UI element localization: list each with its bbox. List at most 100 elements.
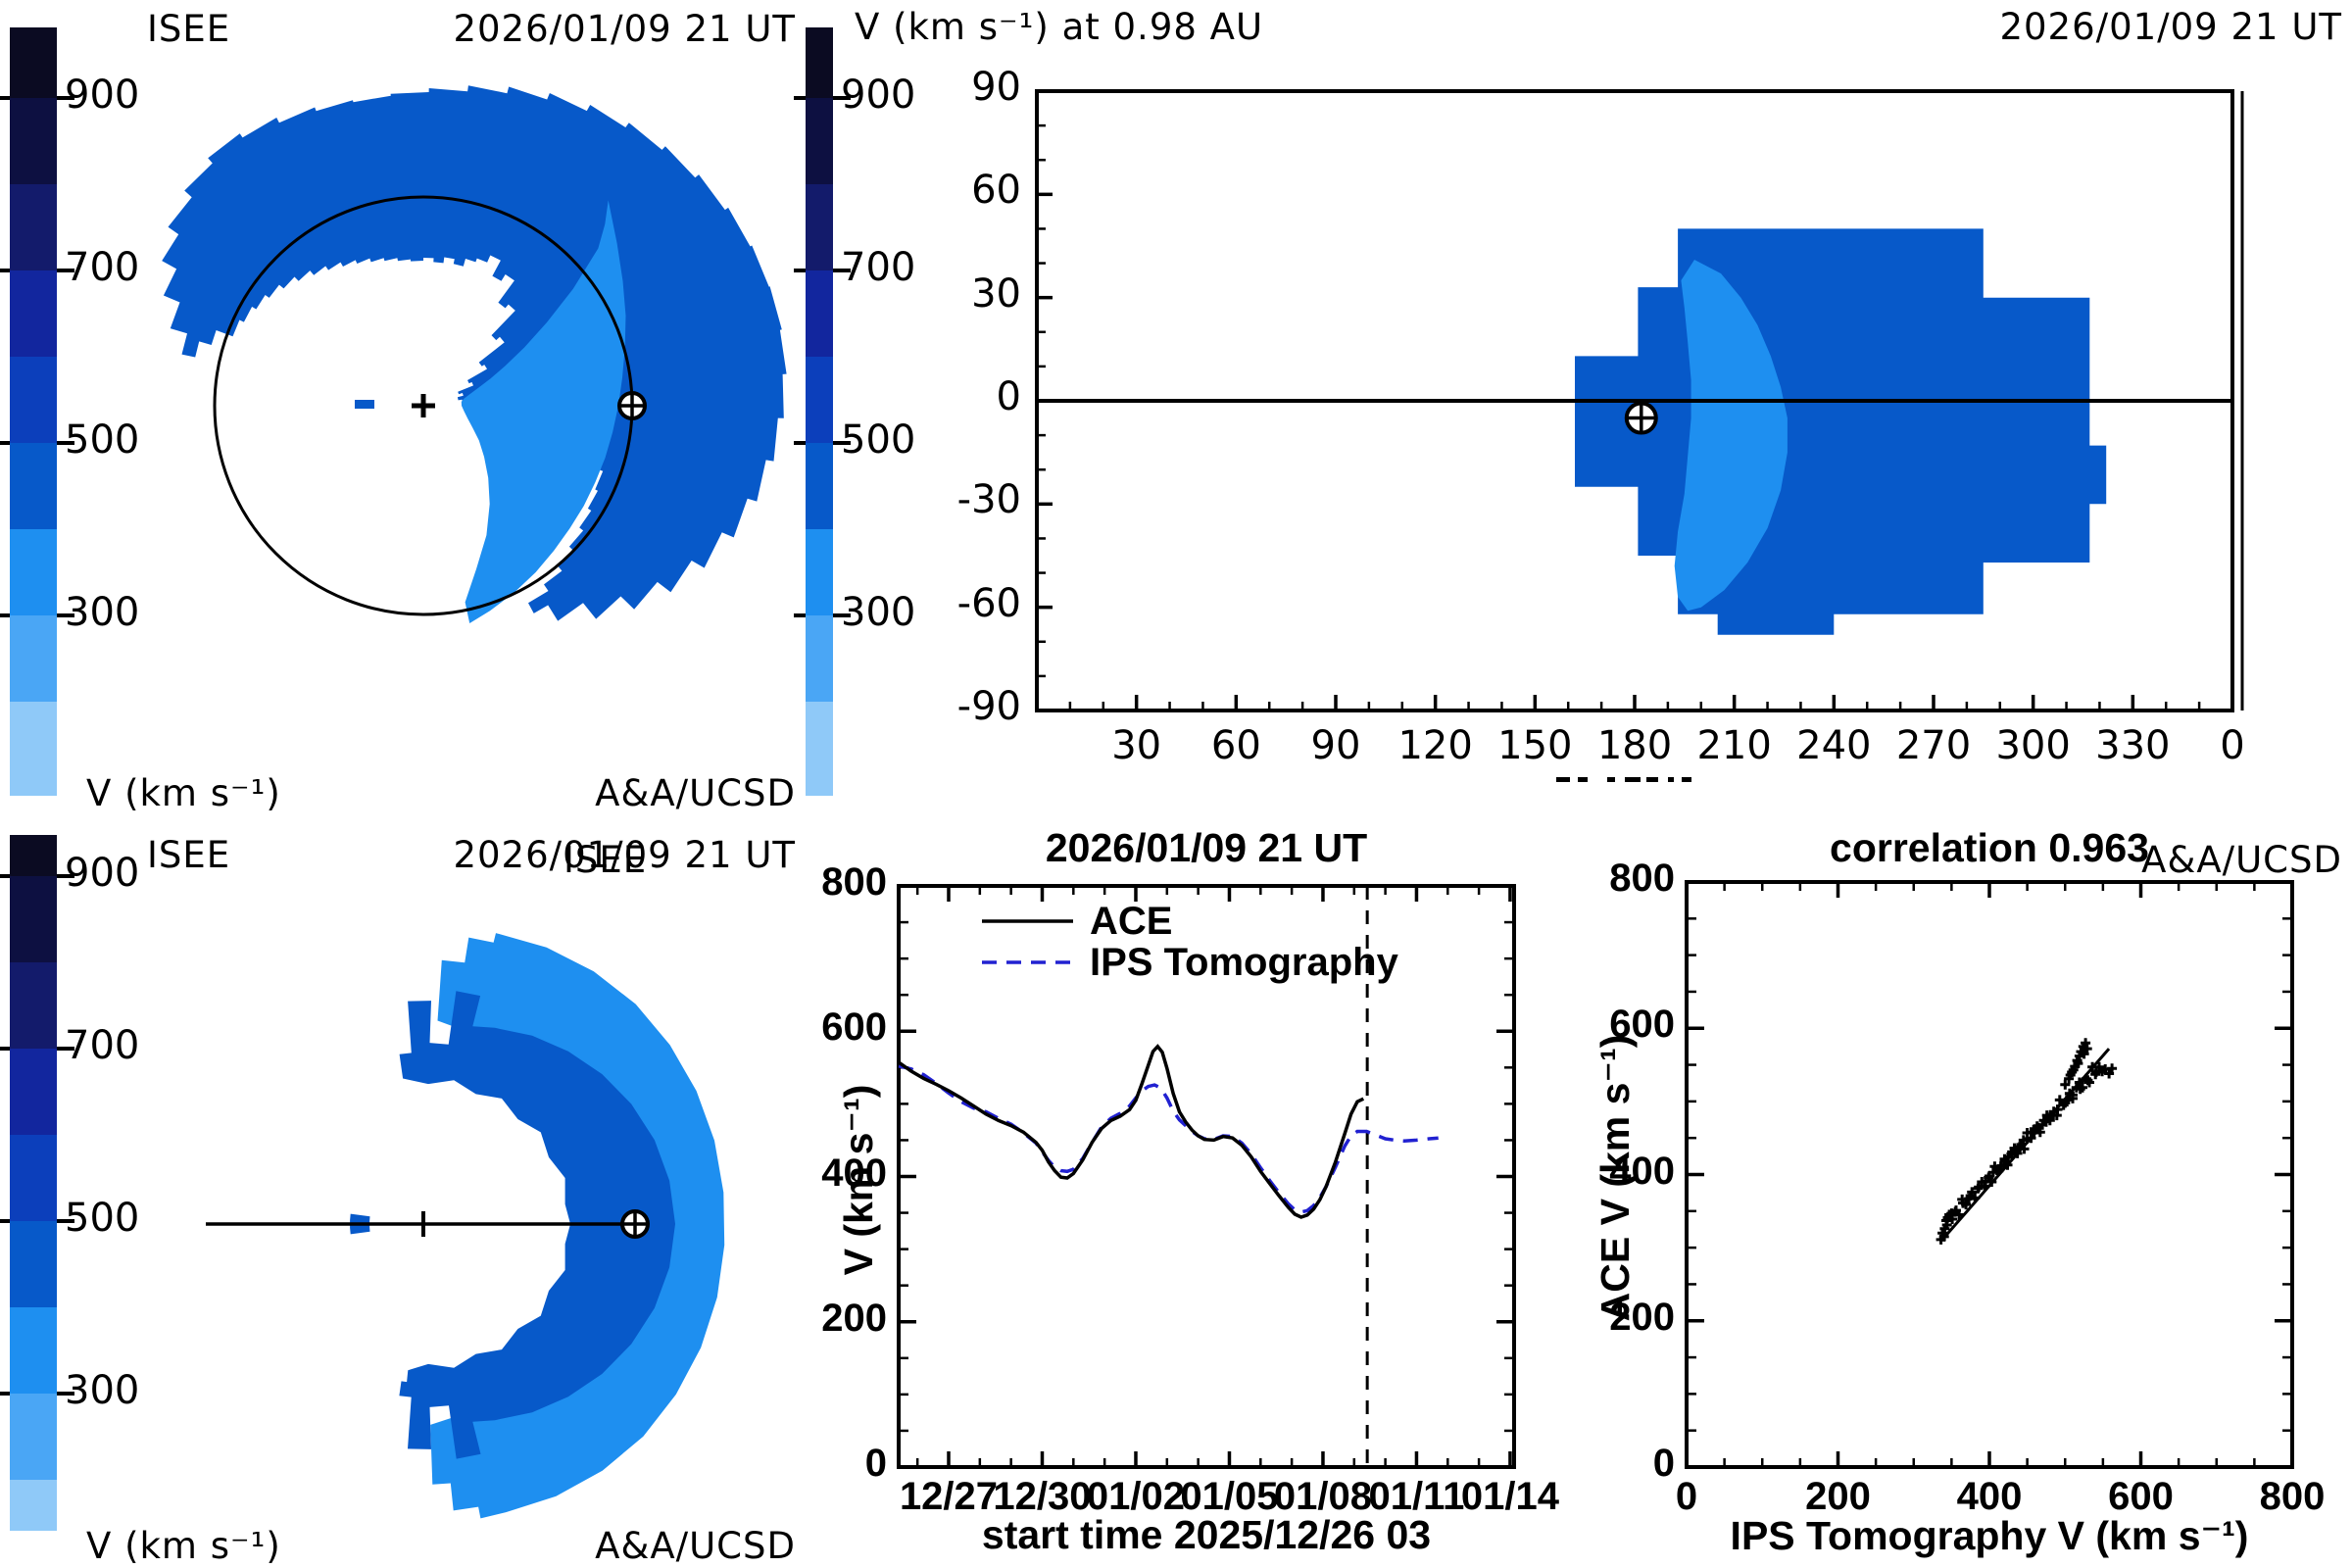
bl-header-isee: ISEE	[147, 834, 231, 876]
tr-x-tick-label: 330	[2095, 723, 2171, 768]
bl-colorbar-tick-label: 300	[65, 1368, 140, 1413]
tr-y-tick-label: 90	[971, 65, 1021, 110]
bl-colorbar-tick-label: 900	[65, 851, 140, 896]
bm-y-tick-label: 800	[821, 860, 887, 904]
tr-x-tick-label: 210	[1696, 723, 1772, 768]
bm-legend-ace-label: ACE	[1090, 900, 1173, 943]
bm-y-tick-label: 0	[864, 1442, 887, 1485]
tr-y-tick-label: 0	[996, 374, 1021, 419]
tl-footer-credit: A&A/UCSD	[595, 772, 796, 814]
tr-cropped-text-artifact	[1682, 777, 1691, 782]
tr-y-tick-label: -90	[956, 684, 1021, 729]
tr-cropped-text-artifact	[1607, 777, 1615, 782]
tl-footer-vunits: V (km s⁻¹)	[86, 772, 281, 814]
tr-cropped-text-artifact	[1625, 777, 1641, 782]
tl-colorbar-segment	[10, 702, 57, 796]
tr-colorbar-tick-label: 300	[841, 590, 916, 635]
bl-colorbar-segment	[10, 876, 57, 962]
br-y-tick-label: 800	[1609, 857, 1675, 900]
tr-colorbar-segment	[806, 443, 833, 529]
br-x-tick-label: 400	[1956, 1475, 2023, 1518]
bl-colorbar-tick-label: 500	[65, 1196, 140, 1241]
bm-y-tick-label: 600	[821, 1005, 887, 1050]
tr-colorbar-segment	[806, 270, 833, 357]
tl-colorbar-segment	[10, 615, 57, 702]
tr-y-tick-label: -30	[956, 477, 1021, 523]
bm-x-tick-label: 12/30	[993, 1475, 1092, 1518]
bm-ips-tomography-curve	[898, 1064, 1439, 1214]
bl-colorbar-segment	[10, 1049, 57, 1135]
br-x-tick-label: 600	[2108, 1475, 2174, 1518]
tr-colorbar-segment	[806, 615, 833, 702]
bl-colorbar-segment	[10, 1307, 57, 1394]
tr-x-tick-label: 0	[2220, 723, 2245, 768]
tr-title: V (km s⁻¹) at 0.98 AU	[855, 6, 1264, 48]
br-y-tick-label: 400	[1609, 1149, 1675, 1193]
br-title: correlation 0.963	[1830, 825, 2149, 870]
bl-colorbar-segment	[10, 835, 57, 876]
tl-colorbar-segment	[10, 529, 57, 615]
br-y-tick-label: 200	[1609, 1295, 1675, 1339]
tl-colorbar-tick-label: 900	[65, 73, 140, 118]
tr-cropped-text-artifact	[1556, 777, 1570, 782]
tr-footer-credit: A&A/UCSD	[2141, 839, 2342, 881]
tr-cropped-text-artifact	[1668, 777, 1674, 782]
tr-y-tick-label: -60	[956, 580, 1021, 626]
tr-x-tick-label: 90	[1310, 723, 1361, 768]
tr-colorbar-segment	[806, 184, 833, 270]
tr-x-tick-label: 150	[1497, 723, 1573, 768]
tr-colorbar-segment	[806, 529, 833, 615]
bm-x-tick-label: 01/11	[1368, 1475, 1465, 1518]
tr-y-tick-label: 60	[971, 168, 1021, 214]
br-x-tick-label: 800	[2259, 1475, 2326, 1518]
tl-header-date: 2026/01/09 21 UT	[453, 8, 796, 50]
tl-colorbar-segment	[10, 27, 57, 98]
tr-x-tick-label: 30	[1111, 723, 1162, 768]
br-y-tick-label: 0	[1652, 1442, 1675, 1485]
bl-colorbar-segment	[10, 1221, 57, 1307]
tr-colorbar-tick-label: 900	[841, 73, 916, 118]
bl-footer-credit: A&A/UCSD	[595, 1525, 796, 1567]
tr-solar-wind-region	[1575, 228, 2107, 635]
bm-legend-ips-label: IPS Tomography	[1090, 941, 1398, 984]
br-x-axis-label: IPS Tomography V (km s⁻¹)	[1730, 1513, 2249, 1558]
tl-colorbar-segment	[10, 443, 57, 529]
bl-colorbar-segment	[10, 1135, 57, 1221]
tr-x-tick-label: 300	[1995, 723, 2071, 768]
tr-x-tick-label: 120	[1397, 723, 1473, 768]
tl-small-wind-dash	[355, 400, 374, 409]
bm-y-tick-label: 400	[821, 1151, 887, 1195]
bl-colorbar-segment	[10, 1394, 57, 1480]
br-x-tick-label: 200	[1805, 1475, 1871, 1518]
tl-colorbar-segment	[10, 270, 57, 357]
tl-colorbar-segment	[10, 357, 57, 443]
tl-solar-wind-region	[162, 85, 787, 621]
bm-ace-curve	[898, 1044, 1365, 1219]
bm-x-tick-label: 01/14	[1460, 1475, 1559, 1518]
bl-outer-wind-band	[430, 933, 725, 1519]
tr-footer-isee: ISEE	[564, 839, 648, 881]
tr-colorbar-segment	[806, 702, 833, 796]
br-y-tick-label: 600	[1609, 1003, 1675, 1047]
bm-title: 2026/01/09 21 UT	[1045, 825, 1368, 870]
tr-slow-wind-crescent	[1674, 260, 1788, 612]
bm-x-tick-label: 01/08	[1273, 1475, 1372, 1518]
tl-slow-wind-crescent	[461, 200, 626, 623]
tl-colorbar-tick-label: 500	[65, 417, 140, 463]
bm-x-tick-label: 12/27	[899, 1475, 999, 1518]
tl-colorbar-tick-label: 300	[65, 590, 140, 635]
bl-colorbar-segment	[10, 962, 57, 1049]
tr-x-tick-label: 180	[1596, 723, 1673, 768]
bm-x-tick-label: 01/05	[1180, 1475, 1279, 1518]
br-x-tick-label: 0	[1675, 1475, 1698, 1518]
bm-x-tick-label: 01/02	[1086, 1475, 1186, 1518]
tr-colorbar-segment	[806, 27, 833, 98]
bl-header-date: 2026/01/09 21 UT	[453, 834, 796, 876]
tr-x-tick-label: 270	[1895, 723, 1972, 768]
tr-x-tick-label: 60	[1210, 723, 1261, 768]
tr-cropped-text-artifact	[1578, 777, 1588, 782]
tr-header-date: 2026/01/09 21 UT	[1999, 6, 2342, 48]
tl-colorbar-segment	[10, 98, 57, 184]
